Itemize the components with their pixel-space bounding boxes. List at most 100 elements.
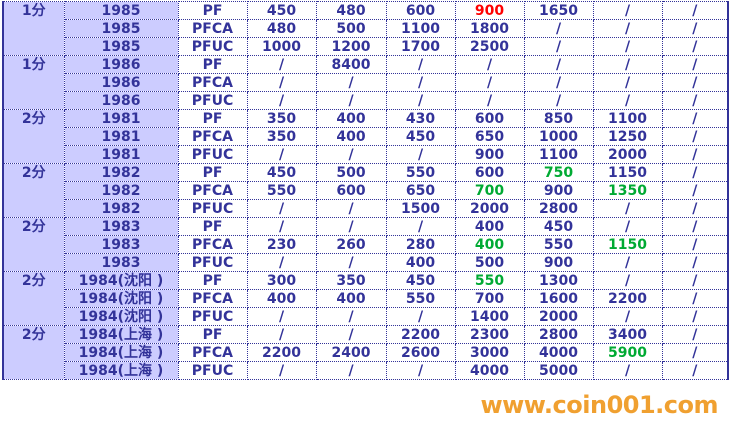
year-cell: 1983	[63, 217, 179, 236]
price-cell: /	[592, 91, 663, 110]
year-cell: 1982	[63, 163, 179, 182]
table-row: 1982 PFUC //1500 2000 2800//	[3, 199, 729, 218]
price-cell: 450	[523, 217, 594, 236]
price-cell: 450	[385, 127, 456, 146]
price-cell: 2200	[246, 343, 317, 362]
price-cell: /	[246, 199, 317, 218]
year-cell: 1983	[63, 253, 179, 272]
price-cell: /	[246, 217, 317, 236]
grade-type-cell: PF	[177, 271, 248, 290]
price-cell: 1600	[523, 289, 594, 308]
price-cell: 230	[246, 235, 317, 254]
year-cell: 1984(上海 )	[63, 343, 179, 362]
price-cell: 8400	[315, 55, 387, 74]
table-row: 2分 1984(上海 ) PF //2200 2300 2800 3400/	[2, 325, 729, 380]
grade-type-cell: PFCA	[177, 235, 248, 254]
price-table: 1分 1985 PF 450 480 600 900 1650//1985 PFCA 480 500…	[2, 1, 729, 380]
price-cell: /	[661, 271, 729, 290]
price-cell: /	[661, 145, 729, 164]
price-cell: 600	[315, 181, 387, 200]
grade-type-cell: PFUC	[177, 91, 248, 110]
table-row: 1984(沈阳 ) PFUC / //1400 2000//	[3, 307, 729, 326]
price-cell: 2400	[315, 343, 387, 362]
price-cell: /	[592, 217, 663, 236]
grade-type-cell: PF	[177, 217, 248, 236]
price-cell: /	[315, 217, 387, 236]
price-cell: /	[661, 73, 729, 92]
price-cell: /	[315, 361, 387, 380]
price-cell: /	[246, 91, 317, 110]
price-cell: /	[385, 361, 456, 380]
grade-type-cell: PFCA	[177, 19, 248, 38]
price-cell: /	[661, 343, 729, 362]
grade-type-cell: PFUC	[177, 145, 248, 164]
price-cell: 750	[523, 163, 594, 182]
price-cell: /	[661, 361, 729, 380]
year-cell: 1984(上海 )	[63, 325, 179, 344]
price-cell: 2500	[454, 37, 525, 56]
price-cell: 2200	[592, 289, 663, 308]
grade-type-cell: PFUC	[177, 307, 248, 326]
table-row: 1984(沈阳 ) PFCA 400 400 550 700 1600 2200/	[3, 289, 729, 308]
price-cell: 450	[385, 271, 456, 290]
price-cell: /	[385, 91, 456, 110]
price-cell: /	[523, 19, 594, 38]
year-cell: 1986	[63, 91, 179, 110]
price-cell: 1000	[246, 37, 317, 56]
price-cell: /	[661, 1, 729, 20]
price-cell: 500	[315, 163, 387, 182]
grade-type-cell: PFUC	[177, 253, 248, 272]
price-cell: /	[661, 91, 729, 110]
denomination-cell: 1分	[2, 55, 65, 110]
price-cell: 600	[385, 1, 456, 20]
year-cell: 1985	[63, 37, 179, 56]
table-row: 1986 PFUC / / / / / / /	[3, 91, 729, 110]
price-cell: /	[592, 307, 663, 326]
price-cell: 300	[246, 271, 317, 290]
price-cell: /	[661, 199, 729, 218]
price-cell: /	[661, 235, 729, 254]
price-cell: /	[385, 217, 456, 236]
price-cell: 500	[454, 253, 525, 272]
price-cell: /	[315, 199, 387, 218]
grade-type-cell: PF	[177, 325, 248, 344]
table-row: 2分 1984(沈阳 ) PF 300 350 450 550 1300//	[2, 271, 729, 326]
price-cell: 450	[246, 1, 317, 20]
price-cell: 4000	[523, 343, 594, 362]
price-cell: 650	[385, 181, 456, 200]
price-cell: /	[661, 325, 729, 344]
price-cell: 700	[454, 181, 525, 200]
price-cell: 900	[523, 253, 594, 272]
price-cell: 2000	[523, 307, 594, 326]
price-cell: 700	[454, 289, 525, 308]
price-cell: 2600	[385, 343, 456, 362]
price-cell: 1150	[592, 235, 663, 254]
price-cell: 2800	[523, 199, 594, 218]
price-cell: /	[315, 91, 387, 110]
price-cell: /	[246, 361, 317, 380]
price-cell: /	[661, 37, 729, 56]
table-row: 1981 PFCA 350 400 450 650 1000 1250/	[3, 127, 729, 146]
price-cell: /	[523, 55, 594, 74]
price-cell: 1250	[592, 127, 663, 146]
price-cell: 2800	[523, 325, 594, 344]
price-cell: 1500	[385, 199, 456, 218]
grade-type-cell: PFUC	[177, 199, 248, 218]
price-cell: 400	[315, 127, 387, 146]
price-cell: 3000	[454, 343, 525, 362]
price-cell: /	[385, 307, 456, 326]
price-cell: /	[592, 271, 663, 290]
price-cell: 350	[246, 109, 317, 128]
price-cell: /	[661, 289, 729, 308]
price-cell: /	[454, 73, 525, 92]
price-cell: 600	[454, 109, 525, 128]
price-cell: /	[246, 145, 317, 164]
table-row: 2分 1983 PF / //400 450//	[2, 217, 729, 272]
year-cell: 1982	[63, 181, 179, 200]
price-cell: 400	[315, 109, 387, 128]
price-cell: 280	[385, 235, 456, 254]
table-row: 1分 1986 PF/8400// / / /	[2, 55, 729, 110]
price-cell: /	[385, 145, 456, 164]
table-row: 1982 PFCA 550 600 650 700 900 1350/	[3, 181, 729, 200]
denomination-cell: 2分	[2, 325, 65, 380]
